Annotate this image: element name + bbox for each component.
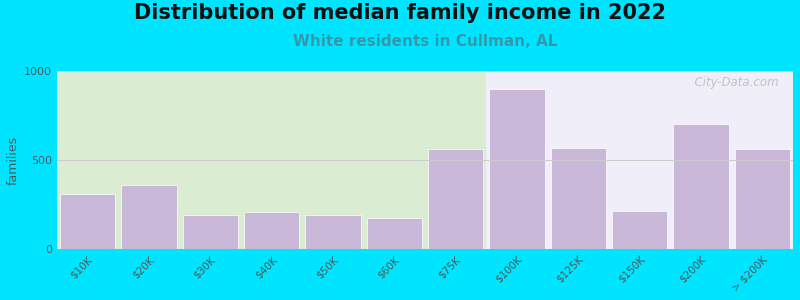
Text: Distribution of median family income in 2022: Distribution of median family income in …	[134, 3, 666, 23]
Bar	[122, 185, 177, 249]
Bar	[734, 149, 790, 249]
Bar	[182, 215, 238, 249]
Bar	[428, 149, 483, 249]
Title: White residents in Cullman, AL: White residents in Cullman, AL	[293, 34, 558, 49]
Bar	[674, 124, 729, 249]
Bar	[486, 71, 793, 249]
Bar	[57, 71, 486, 249]
Bar	[490, 89, 545, 249]
Y-axis label: families: families	[7, 136, 20, 185]
Bar	[60, 194, 115, 249]
Bar	[550, 148, 606, 249]
Bar	[306, 214, 361, 249]
Bar	[366, 218, 422, 249]
Text: City-Data.com: City-Data.com	[686, 76, 778, 89]
Bar	[244, 212, 299, 249]
Bar	[612, 211, 667, 249]
